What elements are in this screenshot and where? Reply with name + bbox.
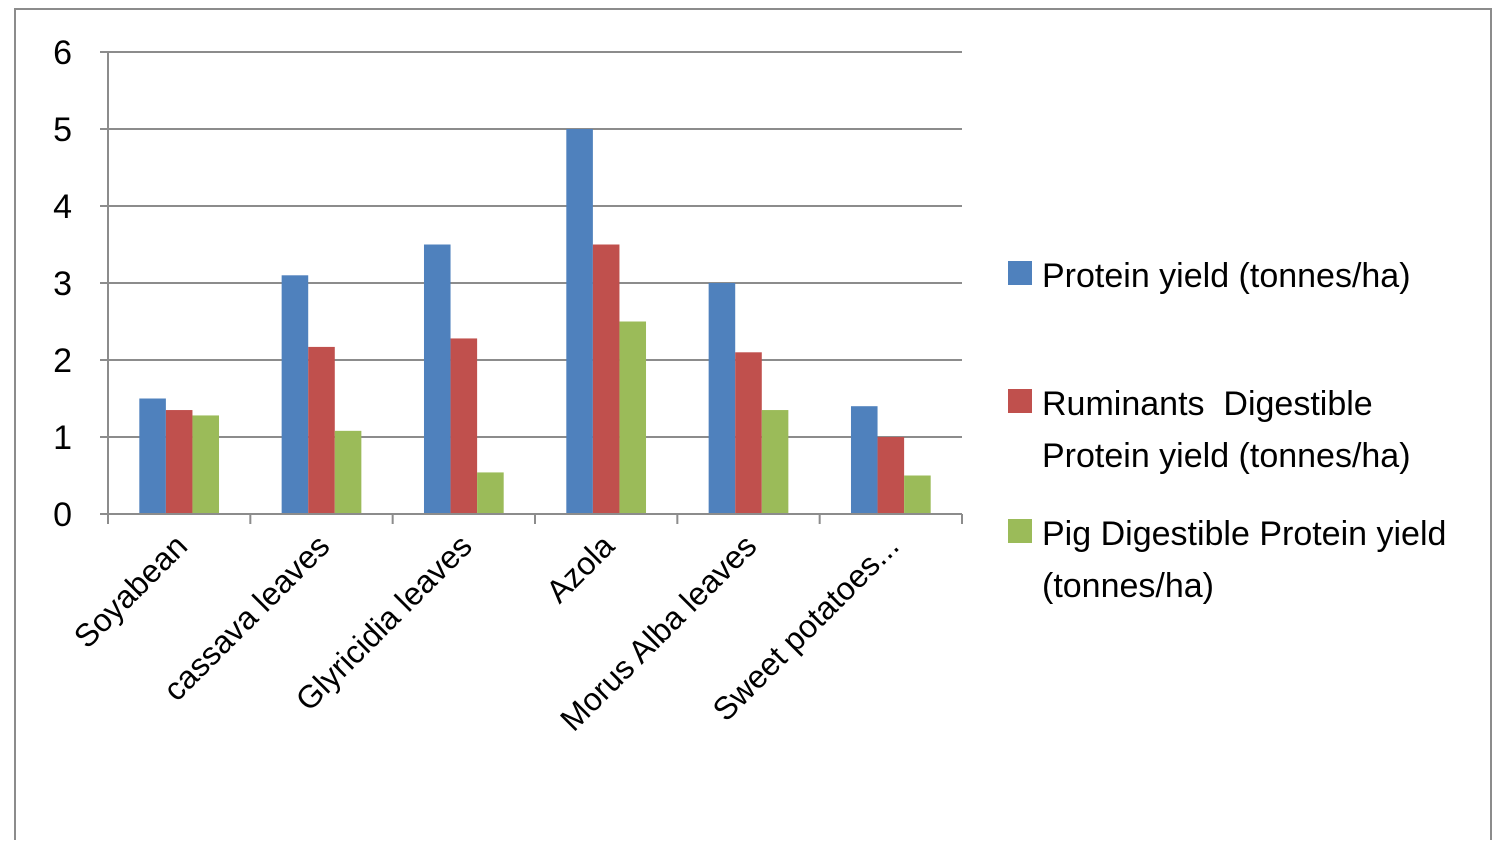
legend-item-protein-yield: Protein yield (tonnes/ha) (1008, 250, 1487, 302)
x-tick-label-1: Soyabean (67, 527, 194, 654)
legend-item-pig-digestible: Pig Digestible Protein yield (tonnes/ha) (1008, 508, 1487, 612)
grid-lines (108, 51, 962, 438)
bar-series2-cat1 (165, 410, 193, 514)
legend-swatch-ruminants-digestible (1008, 389, 1032, 413)
y-tick-label-1: 1 (53, 419, 72, 457)
bar-series3-cat3 (477, 472, 504, 514)
legend-label-pig-digestible: Pig Digestible Protein yield (tonnes/ha) (1042, 515, 1456, 605)
y-tick-label-3: 3 (53, 265, 72, 303)
y-tick-labels: 0 1 2 3 4 5 6 (53, 34, 72, 534)
bar-series1-cat4 (566, 129, 593, 514)
y-tick-label-0: 0 (53, 496, 72, 534)
bar-series3-cat4 (619, 321, 647, 514)
bar-series3-cat6 (904, 475, 931, 514)
x-tick-label-4: Azola (539, 527, 621, 609)
y-tick-label-2: 2 (53, 342, 72, 380)
bars (139, 129, 931, 514)
legend-item-ruminants-digestible: Ruminants Digestible Protein yield (tonn… (1008, 378, 1487, 482)
y-tick-label-5: 5 (53, 111, 72, 149)
legend-label-protein-yield: Protein yield (tonnes/ha) (1042, 257, 1411, 295)
bar-series3-cat2 (334, 430, 362, 514)
bar-series1-cat1 (139, 398, 166, 514)
y-tick-label-4: 4 (53, 188, 72, 226)
bar-series2-cat6 (877, 437, 905, 514)
bar-series3-cat1 (192, 415, 220, 514)
bar-series2-cat5 (735, 352, 762, 514)
bar-series3-cat5 (761, 410, 789, 514)
y-tick-label-6: 6 (53, 34, 72, 72)
bar-series1-cat5 (708, 283, 736, 514)
legend-label-ruminants-digestible: Ruminants Digestible Protein yield (tonn… (1042, 385, 1411, 475)
bar-series1-cat2 (281, 275, 309, 514)
legend-swatch-pig-digestible (1008, 519, 1032, 543)
legend-swatch-protein-yield (1008, 261, 1032, 285)
axes (100, 51, 963, 524)
bar-series2-cat4 (592, 244, 620, 514)
bar-series2-cat3 (450, 338, 478, 514)
bar-series1-cat6 (850, 406, 878, 514)
bar-series1-cat3 (423, 244, 451, 514)
bar-series2-cat2 (308, 346, 335, 514)
